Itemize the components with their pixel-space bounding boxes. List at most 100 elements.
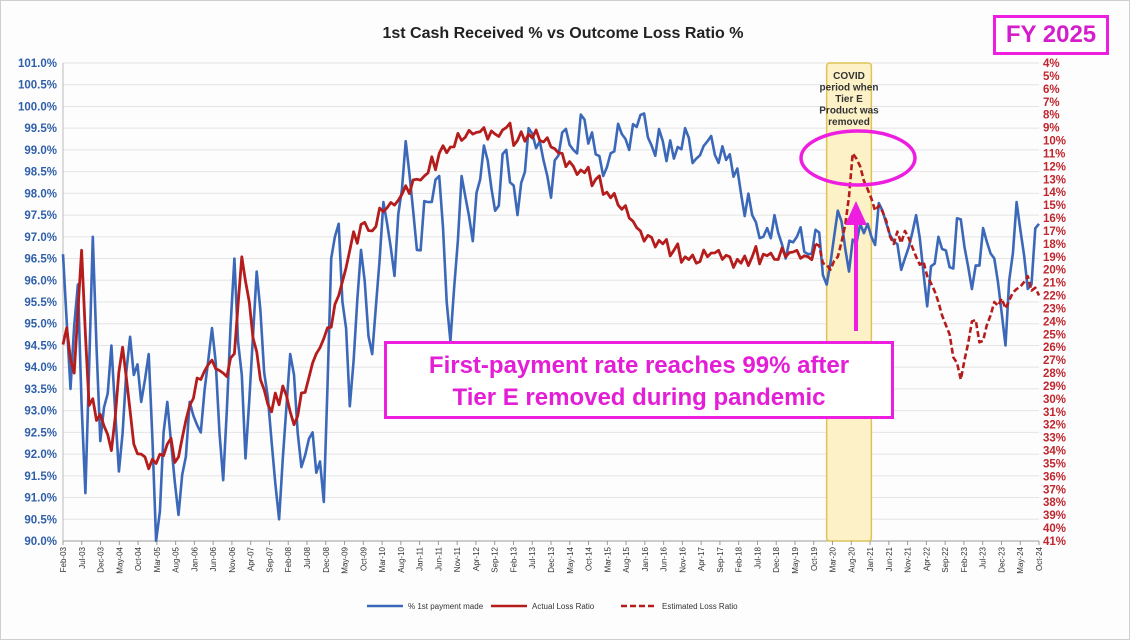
left-axis: 101.0% 100.5% 100.0% 99.5% 99.0% 98.5% 98.0% 97… bbox=[18, 58, 57, 548]
y-left-tick-label: 99.5% bbox=[24, 123, 57, 135]
x-tick-label: Jul-03 bbox=[78, 546, 87, 568]
x-tick-label: Mar-05 bbox=[153, 546, 162, 572]
x-tick-label: May-19 bbox=[791, 546, 800, 573]
y-left-tick-label: 92.0% bbox=[24, 449, 57, 461]
x-tick-label: Dec-13 bbox=[547, 546, 556, 572]
chart-title: 1st Cash Received % vs Outcome Loss Rati… bbox=[382, 25, 743, 42]
y-right-tick-label: 7% bbox=[1043, 97, 1060, 109]
callout-box: First-payment rate reaches 99% after Tie… bbox=[384, 341, 894, 419]
series-line-3 bbox=[814, 152, 1041, 381]
x-tick-label: May-09 bbox=[341, 546, 350, 573]
x-tick-label: Oct-14 bbox=[585, 546, 594, 571]
arrow-head bbox=[845, 201, 867, 225]
y-right-tick-label: 34% bbox=[1043, 446, 1066, 458]
y-right-tick-label: 25% bbox=[1043, 329, 1066, 341]
y-right-tick-label: 13% bbox=[1043, 174, 1066, 186]
x-tick-label: Jun-11 bbox=[434, 546, 443, 570]
y-left-tick-label: 98.5% bbox=[24, 167, 57, 179]
y-right-tick-label: 14% bbox=[1043, 187, 1066, 199]
y-right-tick-label: 17% bbox=[1043, 226, 1066, 238]
x-tick-label: Mar-20 bbox=[829, 546, 838, 572]
x-tick-label: Nov-21 bbox=[904, 546, 913, 572]
x-tick-label: Nov-16 bbox=[678, 546, 687, 572]
x-tick-label: Feb-23 bbox=[960, 546, 969, 572]
callout-line-1: First-payment rate reaches 99% after bbox=[428, 352, 850, 379]
x-tick-label: Oct-09 bbox=[359, 546, 368, 571]
y-right-tick-label: 9% bbox=[1043, 123, 1060, 135]
y-right-tick-label: 22% bbox=[1043, 291, 1066, 303]
x-tick-label: Feb-13 bbox=[509, 546, 518, 572]
x-tick-label: Jul-13 bbox=[528, 546, 537, 568]
x-tick-label: Jan-11 bbox=[416, 546, 425, 570]
y-right-tick-label: 12% bbox=[1043, 161, 1066, 173]
legend-label: % 1st payment made bbox=[408, 602, 484, 611]
y-right-tick-label: 6% bbox=[1043, 84, 1060, 96]
y-right-tick-label: 37% bbox=[1043, 484, 1066, 496]
callout-line-2: Tier E removed during pandemic bbox=[452, 384, 826, 411]
y-right-tick-label: 41% bbox=[1043, 536, 1066, 548]
x-tick-label: Oct-24 bbox=[1035, 546, 1044, 571]
x-tick-label: May-24 bbox=[1016, 546, 1025, 573]
y-left-tick-label: 93.0% bbox=[24, 406, 57, 418]
x-tick-label: Nov-11 bbox=[453, 546, 462, 572]
x-tick-label: May-04 bbox=[115, 546, 124, 573]
x-tick-label: Apr-17 bbox=[697, 546, 706, 571]
y-right-tick-label: 23% bbox=[1043, 303, 1066, 315]
x-tick-label: Oct-04 bbox=[134, 546, 143, 571]
x-tick-label: Feb-03 bbox=[59, 546, 68, 572]
y-right-tick-label: 24% bbox=[1043, 316, 1066, 328]
x-tick-label: Jan-21 bbox=[866, 546, 875, 571]
y-left-tick-label: 92.5% bbox=[24, 427, 57, 439]
x-tick-label: Dec-08 bbox=[322, 546, 331, 572]
covid-annotation-text: period when bbox=[820, 83, 879, 94]
y-left-tick-label: 93.5% bbox=[24, 384, 57, 396]
x-tick-label: Aug-20 bbox=[847, 546, 856, 572]
series-line-2 bbox=[61, 121, 817, 471]
y-left-tick-label: 98.0% bbox=[24, 188, 57, 200]
y-left-tick-label: 96.5% bbox=[24, 254, 57, 266]
x-tick-label: Feb-08 bbox=[284, 546, 293, 572]
y-left-tick-label: 91.5% bbox=[24, 471, 57, 483]
x-tick-label: Dec-03 bbox=[97, 546, 106, 572]
x-tick-label: Jul-18 bbox=[753, 546, 762, 568]
x-tick-label: Sep-22 bbox=[941, 546, 950, 572]
legend-label: Estimated Loss Ratio bbox=[662, 602, 738, 611]
x-tick-label: Apr-12 bbox=[472, 546, 481, 571]
x-tick-label: Aug-10 bbox=[397, 546, 406, 572]
y-right-tick-label: 28% bbox=[1043, 368, 1066, 380]
x-tick-label: May-14 bbox=[566, 546, 575, 573]
x-tick-label: Oct-19 bbox=[810, 546, 819, 571]
x-tick-label: Jun-16 bbox=[660, 546, 669, 571]
x-axis: Feb-03 Jul-03 Dec-03 May-04 Oct-04 Mar-05 Aug-… bbox=[59, 541, 1044, 574]
y-right-tick-label: 26% bbox=[1043, 342, 1066, 354]
x-tick-label: Mar-15 bbox=[603, 546, 612, 572]
y-left-tick-label: 100.5% bbox=[18, 80, 57, 92]
x-tick-label: Nov-06 bbox=[228, 546, 237, 572]
y-right-tick-label: 11% bbox=[1043, 148, 1065, 160]
x-tick-label: Jun-06 bbox=[209, 546, 218, 571]
legend: % 1st payment made Actual Loss Ratio Estim… bbox=[367, 602, 738, 611]
y-left-tick-label: 94.5% bbox=[24, 340, 57, 352]
y-left-tick-label: 101.0% bbox=[18, 58, 57, 70]
y-right-tick-label: 15% bbox=[1043, 200, 1066, 212]
covid-annotation-text: COVID bbox=[833, 71, 865, 82]
x-tick-label: Jul-23 bbox=[979, 546, 988, 568]
y-left-tick-label: 96.0% bbox=[24, 275, 57, 287]
y-left-tick-label: 95.5% bbox=[24, 297, 57, 309]
y-left-tick-label: 99.0% bbox=[24, 145, 57, 157]
y-right-tick-label: 5% bbox=[1043, 71, 1060, 83]
legend-label: Actual Loss Ratio bbox=[532, 602, 595, 611]
covid-annotation-text: Product was bbox=[819, 106, 879, 117]
y-right-tick-label: 4% bbox=[1043, 58, 1060, 70]
y-right-tick-label: 21% bbox=[1043, 278, 1066, 290]
series-line-1 bbox=[61, 112, 1041, 543]
x-tick-label: Apr-22 bbox=[922, 546, 931, 571]
y-right-tick-label: 29% bbox=[1043, 381, 1066, 393]
y-right-tick-label: 18% bbox=[1043, 239, 1066, 251]
y-left-tick-label: 97.0% bbox=[24, 232, 57, 244]
y-right-tick-label: 30% bbox=[1043, 394, 1066, 406]
x-tick-label: Sep-12 bbox=[491, 546, 500, 572]
y-right-tick-label: 20% bbox=[1043, 265, 1066, 277]
x-tick-label: Jan-16 bbox=[641, 546, 650, 571]
